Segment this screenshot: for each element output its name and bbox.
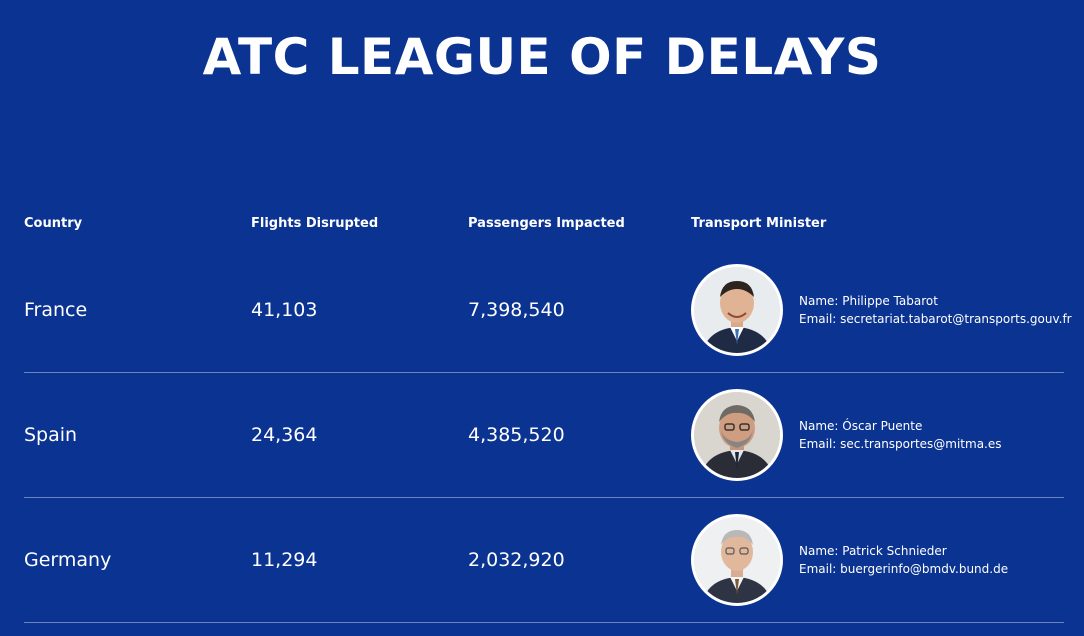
minister-name: Name: Óscar Puente (799, 419, 923, 433)
flights-cell: 11,294 (251, 549, 318, 571)
country-cell: France (24, 299, 88, 321)
header-flights-disrupted: Flights Disrupted (251, 216, 379, 231)
passengers-cell: 2,032,920 (468, 549, 565, 571)
minister-email: Email: sec.transportes@mitma.es (799, 437, 1002, 451)
page-title: ATC LEAGUE OF DELAYS (202, 28, 882, 86)
passengers-cell: 4,385,520 (468, 424, 565, 446)
minister-name: Name: Patrick Schnieder (799, 544, 947, 558)
table-row: Germany 11,294 2,032,920 Name: Patrick S… (24, 498, 1064, 623)
minister-avatar (691, 389, 783, 481)
header-country: Country (24, 216, 83, 231)
minister-name: Name: Philippe Tabarot (799, 294, 938, 308)
minister-avatar (691, 264, 783, 356)
minister-email: Email: buergerinfo@bmdv.bund.de (799, 562, 1009, 576)
header-passengers-impacted: Passengers Impacted (468, 216, 625, 231)
minister-avatar (691, 514, 783, 606)
minister-email: Email: secretariat.tabarot@transports.go… (799, 312, 1072, 326)
country-cell: Germany (24, 549, 112, 571)
minister-info: Name: Philippe Tabarot Email: secretaria… (799, 292, 1072, 328)
table-row: Spain 24,364 4,385,520 Name: Ós (24, 373, 1064, 498)
table-header: Country Flights Disrupted Passengers Imp… (24, 204, 1064, 248)
minister-info: Name: Patrick Schnieder Email: buergerin… (799, 542, 1008, 578)
passengers-cell: 7,398,540 (468, 299, 565, 321)
country-cell: Spain (24, 424, 78, 446)
minister-info: Name: Óscar Puente Email: sec.transporte… (799, 417, 1002, 453)
delays-table: Country Flights Disrupted Passengers Imp… (24, 204, 1072, 623)
table-row: France 41,103 7,398,540 Name: Philippe T… (24, 248, 1072, 373)
header-transport-minister: Transport Minister (691, 216, 827, 231)
flights-cell: 41,103 (251, 299, 318, 321)
flights-cell: 24,364 (251, 424, 318, 446)
